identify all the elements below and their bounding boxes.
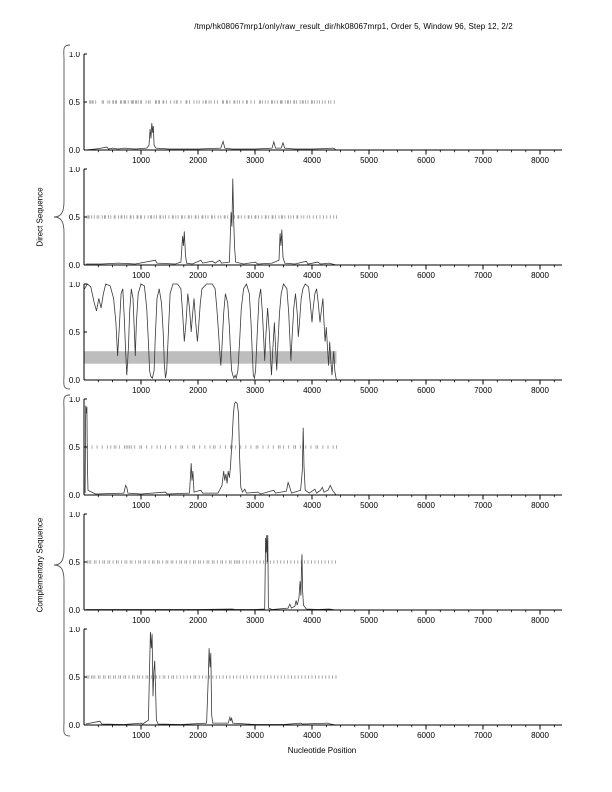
x-tick-label: 3000 [246, 386, 264, 394]
y-tick-label: 1.0 [69, 397, 81, 404]
y-tick-label: 1.0 [69, 52, 81, 59]
orf-marks-row [86, 215, 337, 219]
panel-complementary-frame-2: 0.0 0.5 1.0 1000 2000 3000 4000 5000 6000 7000 800… [69, 512, 562, 624]
x-tick-label: 1000 [132, 271, 150, 279]
panel-direct-frame-3: 0.0 0.5 1.0 1000 2000 3000 4000 5000 6000 7000 800… [69, 282, 562, 394]
x-tick-label: 8000 [531, 156, 549, 164]
y-tick-label: 1.0 [69, 282, 81, 289]
x-tick-label: 5000 [360, 271, 378, 279]
x-tick-label: 1000 [132, 616, 150, 624]
y-tick-label: 1.0 [69, 627, 81, 634]
y-tick-label: 0.0 [69, 606, 81, 615]
y-tick-label: 0.0 [69, 376, 81, 385]
y-tick-label: 0.0 [69, 261, 81, 270]
x-tick-label: 2000 [189, 731, 207, 739]
orf-marks-row [86, 445, 337, 449]
direct-sequence-label: Direct Sequence [35, 187, 45, 247]
x-tick-label: 5000 [360, 156, 378, 164]
x-tick-label: 3000 [246, 271, 264, 279]
panel-complementary-frame-3: 0.0 0.5 1.0 1000 2000 3000 4000 5000 6000 7000 800… [69, 627, 562, 739]
x-tick-label: 2000 [189, 386, 207, 394]
x-tick-label: 3000 [246, 616, 264, 624]
x-tick-label: 3000 [246, 501, 264, 509]
signal-line [84, 283, 337, 381]
y-tick-label: 0.5 [69, 328, 81, 337]
x-tick-label: 6000 [417, 156, 435, 164]
x-tick-label: 1000 [132, 731, 150, 739]
x-tick-label: 4000 [303, 731, 321, 739]
x-tick-label: 5000 [360, 731, 378, 739]
x-tick-label: 6000 [417, 731, 435, 739]
signal-line [85, 178, 337, 266]
x-tick-label: 8000 [531, 386, 549, 394]
signal-line [84, 401, 337, 496]
orf-marks-row [86, 675, 337, 679]
x-tick-label: 3000 [246, 731, 264, 739]
x-tick-label: 5000 [360, 616, 378, 624]
signal-line [85, 535, 337, 611]
y-tick-label: 0.0 [69, 146, 81, 155]
x-tick-label: 2000 [189, 501, 207, 509]
panel-complementary-frame-1: 0.0 0.5 1.0 1000 2000 3000 4000 5000 6000 7000 800… [69, 397, 562, 509]
panel-direct-frame-1: 0.0 0.5 1.0 1000 2000 3000 4000 5000 6000 7000 800… [69, 52, 562, 164]
x-axis-title: Nucleotide Position [287, 746, 357, 755]
x-tick-label: 2000 [189, 271, 207, 279]
x-tick-label: 8000 [531, 731, 549, 739]
x-tick-label: 6000 [417, 386, 435, 394]
orf-marks-row [86, 560, 336, 564]
y-tick-label: 0.0 [69, 721, 81, 730]
orf-marks-row [89, 100, 335, 104]
y-tick-label: 0.0 [69, 491, 81, 500]
x-tick-label: 8000 [531, 271, 549, 279]
threshold-band [84, 351, 337, 364]
x-tick-label: 6000 [417, 616, 435, 624]
y-tick-label: 0.5 [69, 443, 81, 452]
x-tick-label: 5000 [360, 386, 378, 394]
x-tick-label: 4000 [303, 386, 321, 394]
panel-stack: 0.0 0.5 1.0 1000 2000 3000 4000 5000 6000 7000 800… [56, 52, 600, 742]
x-tick-label: 2000 [189, 156, 207, 164]
complementary-sequence-brace [53, 394, 71, 737]
x-tick-label: 1000 [132, 501, 150, 509]
x-tick-label: 7000 [474, 156, 492, 164]
x-tick-label: 6000 [417, 271, 435, 279]
y-tick-label: 1.0 [69, 512, 81, 519]
x-tick-label: 7000 [474, 731, 492, 739]
x-tick-label: 1000 [132, 386, 150, 394]
x-tick-label: 4000 [303, 156, 321, 164]
x-tick-label: 7000 [474, 616, 492, 624]
x-tick-label: 3000 [246, 156, 264, 164]
x-tick-label: 7000 [474, 501, 492, 509]
y-tick-label: 0.5 [69, 673, 81, 682]
direct-sequence-brace [53, 44, 71, 390]
y-tick-label: 0.5 [69, 558, 81, 567]
signal-line [85, 123, 337, 151]
x-tick-label: 1000 [132, 156, 150, 164]
x-tick-label: 7000 [474, 271, 492, 279]
complementary-sequence-label: Complementary Sequence [35, 517, 45, 613]
x-tick-label: 8000 [531, 616, 549, 624]
x-tick-label: 5000 [360, 501, 378, 509]
x-tick-label: 4000 [303, 271, 321, 279]
y-tick-label: 0.5 [69, 213, 81, 222]
x-tick-label: 8000 [531, 501, 549, 509]
panel-direct-frame-2: 0.0 0.5 1.0 1000 2000 3000 4000 5000 6000 7000 800… [69, 167, 562, 279]
x-tick-label: 7000 [474, 386, 492, 394]
x-tick-label: 4000 [303, 501, 321, 509]
y-tick-label: 1.0 [69, 167, 81, 174]
x-tick-label: 2000 [189, 616, 207, 624]
y-tick-label: 0.5 [69, 98, 81, 107]
plot-title: /tmp/hk08067mrp1/only/raw_result_dir/hk0… [194, 22, 513, 31]
x-tick-label: 4000 [303, 616, 321, 624]
x-tick-label: 6000 [417, 501, 435, 509]
